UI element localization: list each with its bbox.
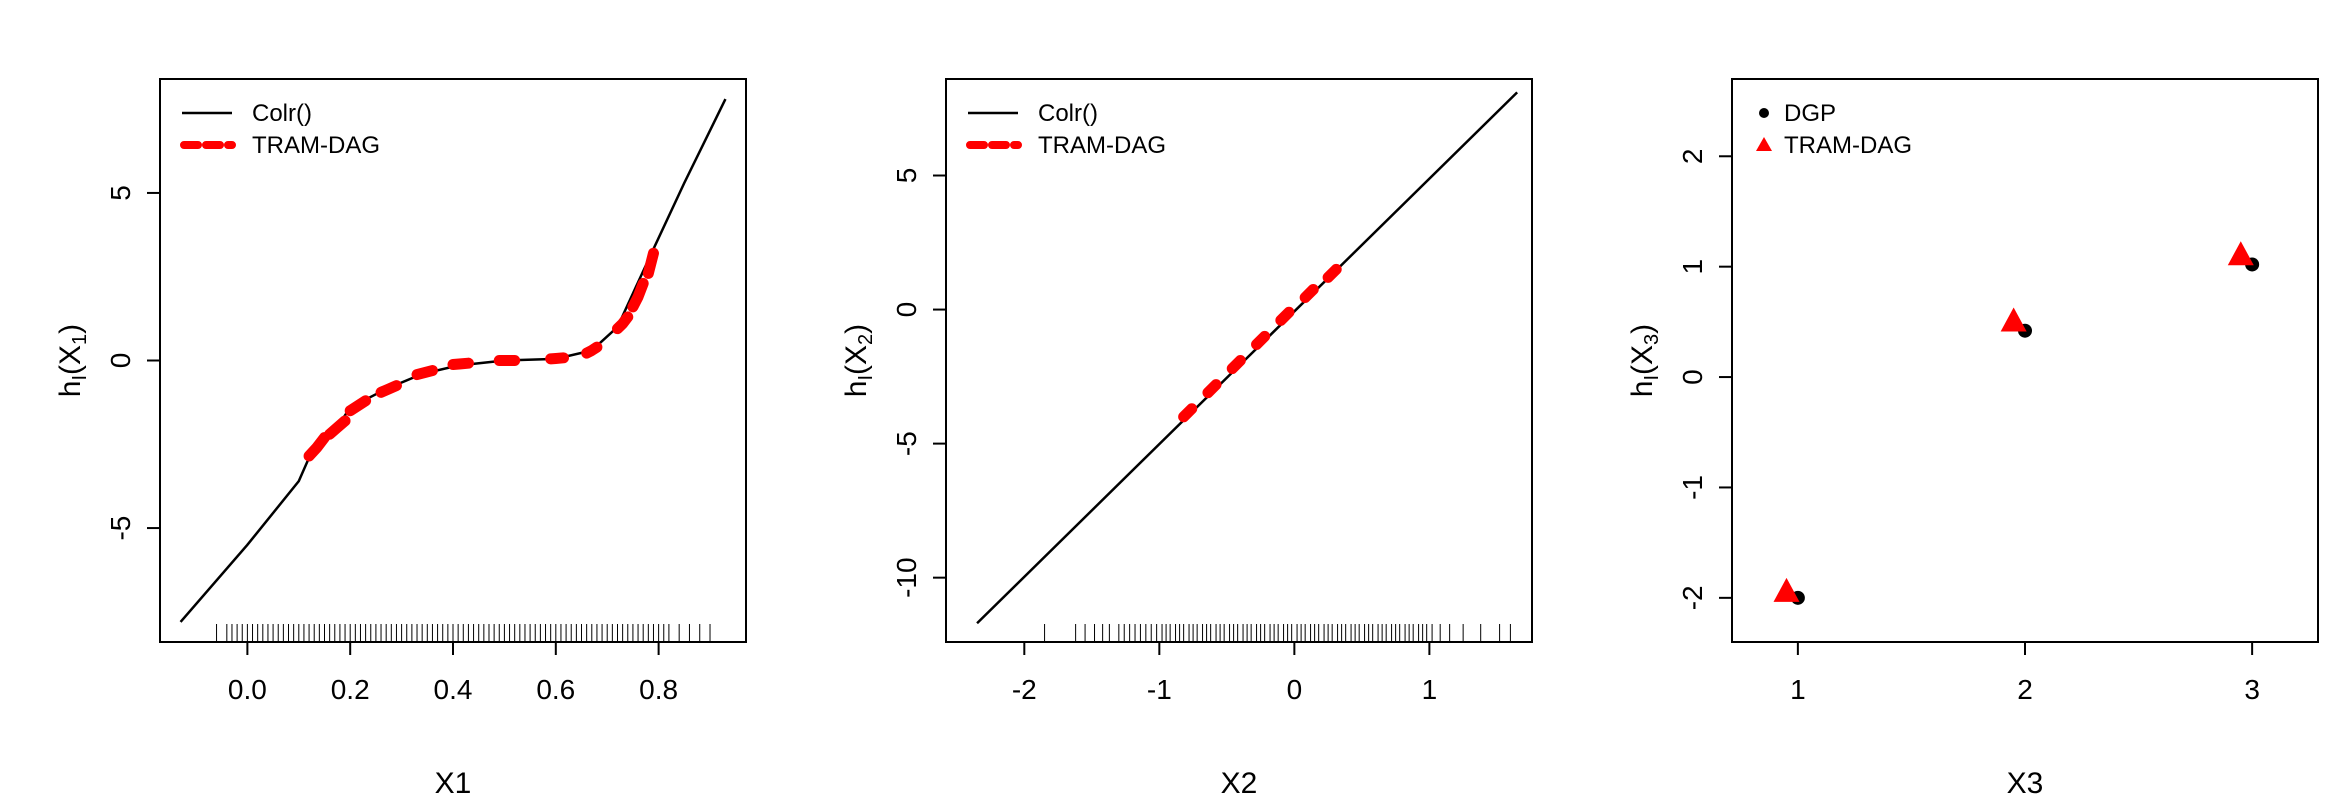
legend-label: TRAM-DAG xyxy=(252,132,380,159)
series-line-colr xyxy=(976,91,1519,625)
y-axis-label-part: 1 xyxy=(69,334,91,345)
x-axis-label: X3 xyxy=(2007,767,2044,800)
y-tick-label: 2 xyxy=(1677,148,1708,164)
y-axis-label: hI(X1) xyxy=(54,324,91,397)
point-tram-dag xyxy=(2000,307,2027,332)
y-axis-label-part: h xyxy=(54,381,87,398)
series-segment-tram-dag xyxy=(411,365,438,381)
y-axis-label: hI(X2) xyxy=(840,324,877,397)
x-tick-label: 0.8 xyxy=(639,674,678,705)
y-axis-label-part: (X xyxy=(54,345,87,375)
series-segment-tram-dag xyxy=(545,352,570,365)
legend-label: Colr() xyxy=(1038,100,1098,127)
y-tick-label: -2 xyxy=(1677,585,1708,610)
series-segment-tram-dag xyxy=(447,357,474,371)
point-tram-dag xyxy=(1773,577,1800,602)
legend-label: TRAM-DAG xyxy=(1038,132,1166,159)
legend: DGP TRAM-DAG xyxy=(1756,100,1912,159)
x-tick-label: 1 xyxy=(1790,674,1806,705)
series-segment-tram-dag xyxy=(324,415,351,440)
panel-1: 0.0 0.2 0.4 0.6 0.8 -5 0 5 X1 hI(X1) Colr() TRAM-DA… xyxy=(54,78,747,800)
series-segment-tram-dag xyxy=(1275,306,1295,326)
plot-frame xyxy=(945,78,1533,643)
y-tick-label: -5 xyxy=(105,516,136,541)
y-tick-label: 0 xyxy=(891,302,922,318)
series-segment-tram-dag xyxy=(1299,283,1319,303)
y-tick-label: 1 xyxy=(1677,259,1708,275)
y-tick-label: 5 xyxy=(105,185,136,201)
y-tick-label: 0 xyxy=(1677,369,1708,385)
series-segment-tram-dag xyxy=(1202,379,1222,399)
y-tick-label: -10 xyxy=(891,557,922,597)
series-segment-tram-dag xyxy=(303,432,330,462)
y-axis-label-part: 2 xyxy=(855,334,877,345)
legend: Colr() TRAM-DAG xyxy=(180,100,380,159)
y-tick-label: 5 xyxy=(891,168,922,184)
y-axis-label-part: ) xyxy=(840,324,873,334)
series-segment-tram-dag xyxy=(611,311,634,335)
x-tick-label: 0.0 xyxy=(228,674,267,705)
x-tick-label: 3 xyxy=(2244,674,2260,705)
series-segment-tram-dag xyxy=(1322,263,1342,283)
y-tick-label: -5 xyxy=(891,431,922,456)
y-axis-label-part: (X xyxy=(1626,345,1659,375)
x-tick-label: -2 xyxy=(1012,674,1037,705)
point-tram-dag xyxy=(2227,241,2254,266)
x-tick-label: 2 xyxy=(2017,674,2033,705)
plot-frame xyxy=(1731,78,2319,643)
legend: Colr() TRAM-DAG xyxy=(966,100,1166,159)
legend-key-tram-dag xyxy=(1756,137,1772,151)
y-tick-label: -1 xyxy=(1677,475,1708,500)
x-axis-label: X1 xyxy=(435,767,472,800)
y-axis-label-part: h xyxy=(1626,381,1659,398)
x-tick-label: 0 xyxy=(1287,674,1303,705)
series-segment-tram-dag xyxy=(642,247,659,279)
x-tick-label: 0.4 xyxy=(434,674,473,705)
series-segment-tram-dag xyxy=(344,395,372,417)
y-axis-label-part: I xyxy=(1641,375,1663,381)
y-axis-label: hI(X3) xyxy=(1626,324,1663,397)
series-segment-tram-dag xyxy=(1226,355,1246,375)
y-axis-label-part: h xyxy=(840,381,873,398)
y-axis-label-part: ) xyxy=(1626,324,1659,334)
series-segment-tram-dag xyxy=(627,277,649,313)
y-axis-label-part: I xyxy=(69,375,91,381)
series-segment-tram-dag xyxy=(375,380,402,398)
x-tick-label: 0.6 xyxy=(536,674,575,705)
x-axis-label: X2 xyxy=(1221,767,1258,800)
y-axis-label-part: I xyxy=(855,375,877,381)
legend-key-dgp xyxy=(1759,108,1769,118)
y-axis-label-part: 3 xyxy=(1641,334,1663,345)
legend-label: Colr() xyxy=(252,100,312,127)
x-tick-label: 1 xyxy=(1422,674,1438,705)
legend-label: DGP xyxy=(1784,100,1836,127)
y-tick-label: 0 xyxy=(105,353,136,369)
series-segment-tram-dag xyxy=(1178,403,1198,423)
legend-label: TRAM-DAG xyxy=(1784,132,1912,159)
y-axis-label-part: ) xyxy=(54,324,87,334)
series-segment-tram-dag xyxy=(581,341,603,359)
series-segment-tram-dag xyxy=(1251,330,1271,350)
y-axis-label-part: (X xyxy=(840,345,873,375)
x-tick-label: 0.2 xyxy=(331,674,370,705)
x-tick-label: -1 xyxy=(1147,674,1172,705)
